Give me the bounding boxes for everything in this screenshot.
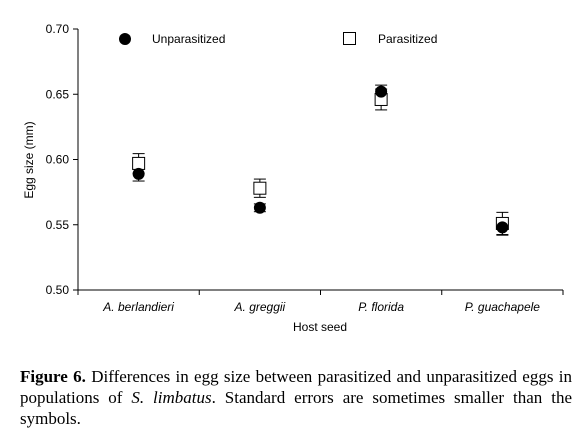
caption-text-2: . Standard errors are sometimes smaller … (20, 388, 572, 428)
x-category-label: A. berlandieri (102, 300, 174, 314)
y-tick-label: 0.50 (46, 283, 70, 297)
egg-size-chart: 0.50 0.55 0.60 0.65 0.70 A. berlandieri A. gr… (22, 22, 564, 334)
y-axis-label: Egg size (mm) (22, 121, 36, 198)
y-tick-label: 0.55 (46, 218, 70, 232)
figure-caption: Figure 6. Differences in egg size betwee… (20, 366, 572, 429)
x-category-label: P. florida (358, 300, 404, 314)
point-unparasitized (132, 167, 145, 180)
point-parasitized (132, 156, 146, 170)
point-unparasitized (253, 201, 266, 214)
y-tick-label: 0.65 (46, 87, 70, 101)
point-unparasitized (496, 221, 509, 234)
x-category-label: P. guachapele (465, 300, 541, 314)
legend-marker-unparasitized (119, 33, 131, 45)
caption-text-1: Differences in egg size between parasiti… (20, 367, 572, 407)
legend-label-unparasitized: Unparasitized (152, 32, 225, 46)
legend-marker-parasitized (343, 32, 356, 45)
x-category-label: A. greggii (234, 300, 286, 314)
caption-species: S. limbatus (131, 388, 212, 407)
x-axis-label: Host seed (293, 320, 347, 334)
legend-label-parasitized: Parasitized (378, 32, 437, 46)
y-tick-label: 0.60 (46, 153, 70, 167)
point-unparasitized (375, 85, 388, 98)
caption-label: Figure 6. (20, 367, 86, 386)
point-parasitized (253, 181, 267, 195)
y-tick-label: 0.70 (46, 22, 70, 36)
